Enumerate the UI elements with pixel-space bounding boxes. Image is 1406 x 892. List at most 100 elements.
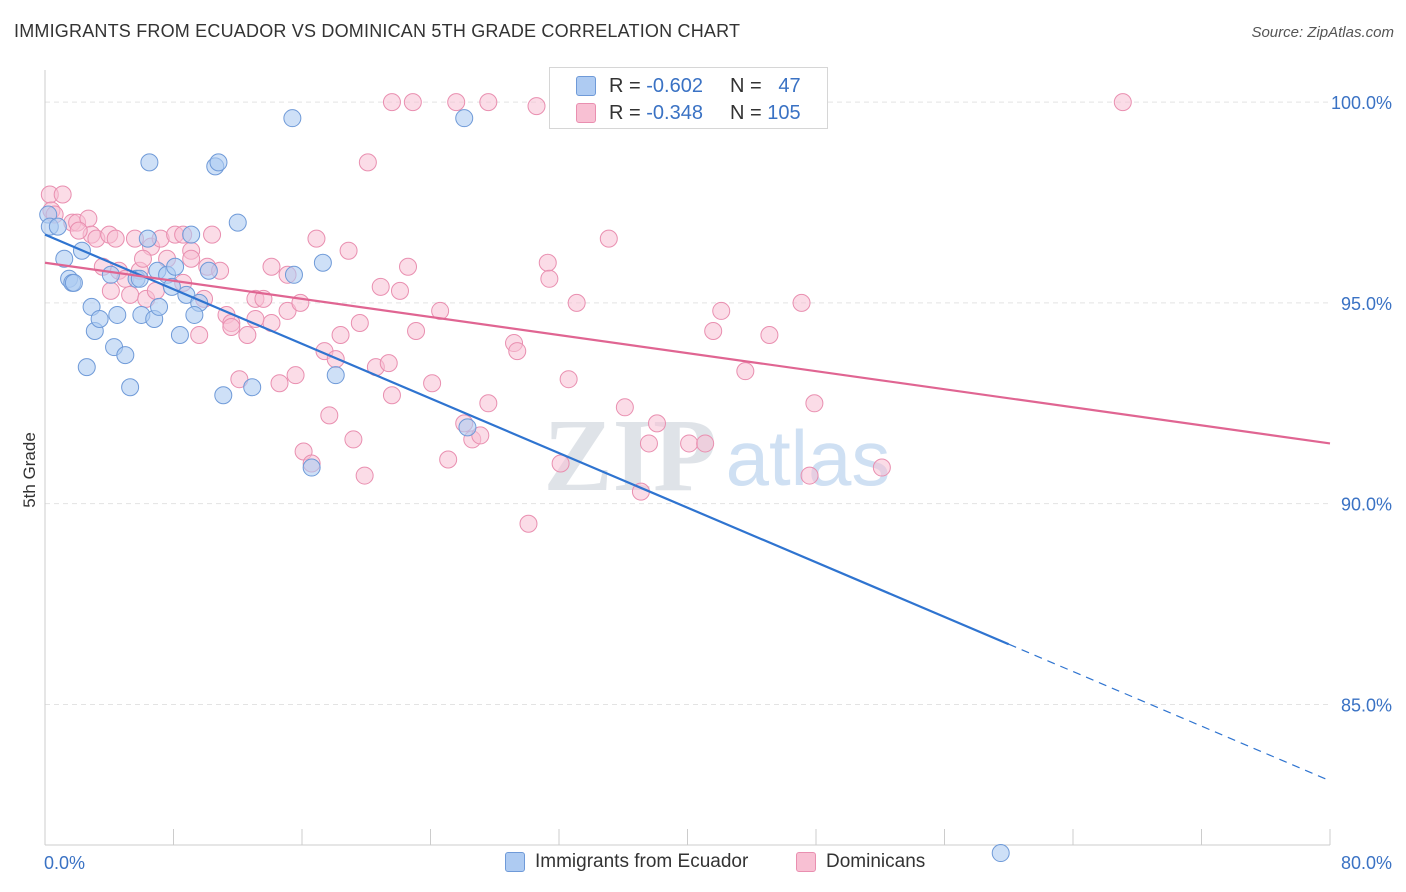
- ecuador-r-value: -0.602: [646, 74, 703, 97]
- y-tick-label: 90.0%: [1341, 495, 1392, 515]
- ecuador-point: [166, 257, 185, 276]
- dominican-point: [527, 97, 546, 116]
- y-tick-label: 85.0%: [1341, 695, 1392, 715]
- ecuador-point: [284, 265, 303, 284]
- ecuador-point: [209, 153, 228, 172]
- dominican-point: [559, 370, 578, 389]
- x-tick-label: 80.0%: [1341, 853, 1392, 873]
- dominican-point: [540, 269, 559, 288]
- dominican-r-label: R =: [609, 101, 647, 124]
- dominican-point: [331, 326, 350, 345]
- dominican-point: [399, 257, 418, 276]
- dominican-point: [567, 293, 586, 312]
- dominican-point: [53, 185, 72, 204]
- dominican-point: [320, 406, 339, 425]
- dominican-swatch: [576, 103, 596, 123]
- dominican-point: [407, 322, 426, 341]
- dominican-point: [792, 293, 811, 312]
- dominican-point: [423, 374, 442, 393]
- watermark-zip: ZIP: [543, 398, 716, 513]
- dominican-point: [121, 285, 140, 304]
- stats-legend: R = -0.602 N = 47 R = -0.348 N = 105: [549, 67, 828, 129]
- x-tick-label: 0.0%: [44, 853, 85, 873]
- dominican-legend-swatch: [796, 852, 816, 872]
- dominican-point: [238, 326, 257, 345]
- ecuador-point: [243, 378, 262, 397]
- dominican-point: [431, 301, 450, 320]
- dominican-point: [390, 281, 409, 300]
- ecuador-point: [214, 386, 233, 405]
- ecuador-point: [116, 346, 135, 365]
- ecuador-point: [121, 378, 140, 397]
- ecuador-trend-extension: [1008, 643, 1331, 782]
- dominican-point: [805, 394, 824, 413]
- dominican-point: [447, 93, 466, 112]
- source-label: Source: ZipAtlas.com: [1251, 24, 1394, 41]
- dominican-point: [350, 313, 369, 332]
- dominican-point: [760, 326, 779, 345]
- ecuador-point: [228, 213, 247, 232]
- ecuador-point: [77, 358, 96, 377]
- dominican-point: [358, 153, 377, 172]
- dominican-trend-line: [44, 261, 1331, 445]
- dominican-n-value: 105: [767, 101, 801, 124]
- ecuador-point: [185, 305, 204, 324]
- dominican-point: [479, 93, 498, 112]
- ecuador-point: [138, 229, 157, 248]
- watermark: ZIP atlas: [543, 398, 890, 513]
- ecuador-point: [90, 309, 109, 328]
- dominican-point: [615, 398, 634, 417]
- ecuador-point: [458, 418, 477, 437]
- ecuador-swatch: [576, 76, 596, 96]
- dominican-n-label: N =: [730, 101, 768, 124]
- chart-title: IMMIGRANTS FROM ECUADOR VS DOMINICAN 5TH…: [14, 21, 741, 41]
- dominican-point: [471, 426, 490, 445]
- ecuador-point: [101, 265, 120, 284]
- ecuador-point: [302, 458, 321, 477]
- dominican-point: [872, 458, 891, 477]
- ecuador-point: [182, 225, 201, 244]
- dominican-point: [403, 93, 422, 112]
- dominican-point: [222, 317, 241, 336]
- y-tick-label: 95.0%: [1341, 294, 1392, 314]
- dominican-point: [262, 257, 281, 276]
- dominican-point: [439, 450, 458, 469]
- legend-item-ecuador[interactable]: Immigrants from Ecuador: [505, 851, 748, 873]
- dominican-point: [307, 229, 326, 248]
- dominican-point: [519, 514, 538, 533]
- ecuador-point: [991, 844, 1010, 863]
- ecuador-trend-line: [44, 233, 1010, 646]
- dominican-point: [382, 386, 401, 405]
- dominican-point: [182, 249, 201, 268]
- dominican-point: [278, 301, 297, 320]
- dominican-point: [639, 434, 658, 453]
- dominican-point: [382, 93, 401, 112]
- ecuador-point: [64, 273, 83, 292]
- ecuador-point: [170, 326, 189, 345]
- dominican-point: [230, 370, 249, 389]
- tick-labels: 85.0% 90.0% 95.0% 100.0% 0.0% 80.0%: [44, 93, 1392, 873]
- watermark-atlas: atlas: [726, 414, 891, 502]
- dominican-point: [190, 326, 209, 345]
- dominican-point: [69, 221, 88, 240]
- dominican-point: [101, 281, 120, 300]
- dominican-point: [106, 229, 125, 248]
- ecuador-legend-label: Immigrants from Ecuador: [535, 851, 749, 872]
- series-legend: Immigrants from Ecuador Dominicans: [0, 851, 1406, 879]
- ecuador-point: [108, 305, 127, 324]
- dominican-point: [203, 225, 222, 244]
- ecuador-point: [326, 366, 345, 385]
- ecuador-point: [48, 217, 67, 236]
- ecuador-point: [313, 253, 332, 272]
- dominican-point: [286, 366, 305, 385]
- legend-item-dominican[interactable]: Dominicans: [796, 851, 925, 873]
- dominican-point: [479, 394, 498, 413]
- ecuador-point: [199, 261, 218, 280]
- legend-row-ecuador: R = -0.602 N = 47: [550, 72, 827, 100]
- dominican-point: [344, 430, 363, 449]
- dominican-point: [379, 354, 398, 373]
- dominican-point: [551, 454, 570, 473]
- dominican-legend-label: Dominicans: [826, 851, 926, 872]
- dominican-point: [712, 301, 731, 320]
